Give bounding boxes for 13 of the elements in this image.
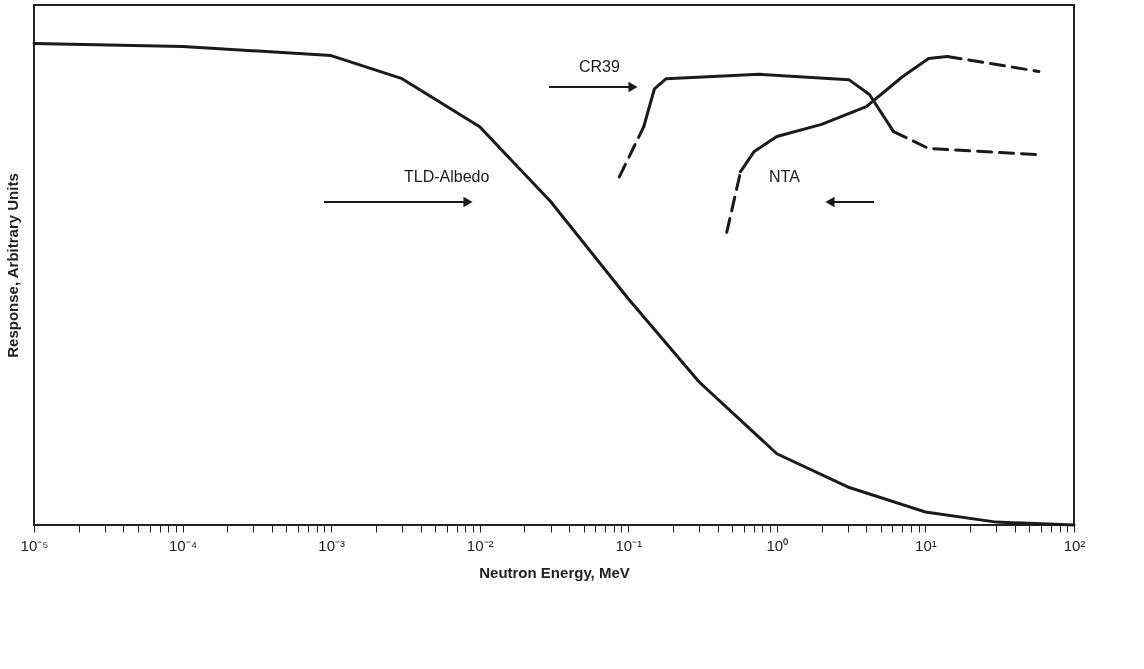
x-tick-label: 10⁰ — [766, 536, 789, 554]
x-tick-label: 10⁻⁵ — [20, 536, 49, 554]
x-tick-label: 10¹ — [915, 536, 937, 554]
text: CR39 — [579, 58, 621, 75]
y-axis-title: Response, Arbitrary Units — [3, 173, 21, 358]
x-tick-label: 10⁻⁴ — [169, 536, 198, 554]
x-tick-label: 10⁻² — [466, 536, 494, 554]
series-label: NTA — [769, 168, 801, 185]
x-tick-label: 10² — [1063, 536, 1086, 554]
x-tick-label: 10⁻³ — [318, 536, 345, 554]
series-label: TLD-Albedo — [404, 168, 490, 185]
x-axis-title: Neutron Energy, MeV — [479, 563, 630, 581]
x-tick-label: 10⁻¹ — [615, 536, 643, 554]
